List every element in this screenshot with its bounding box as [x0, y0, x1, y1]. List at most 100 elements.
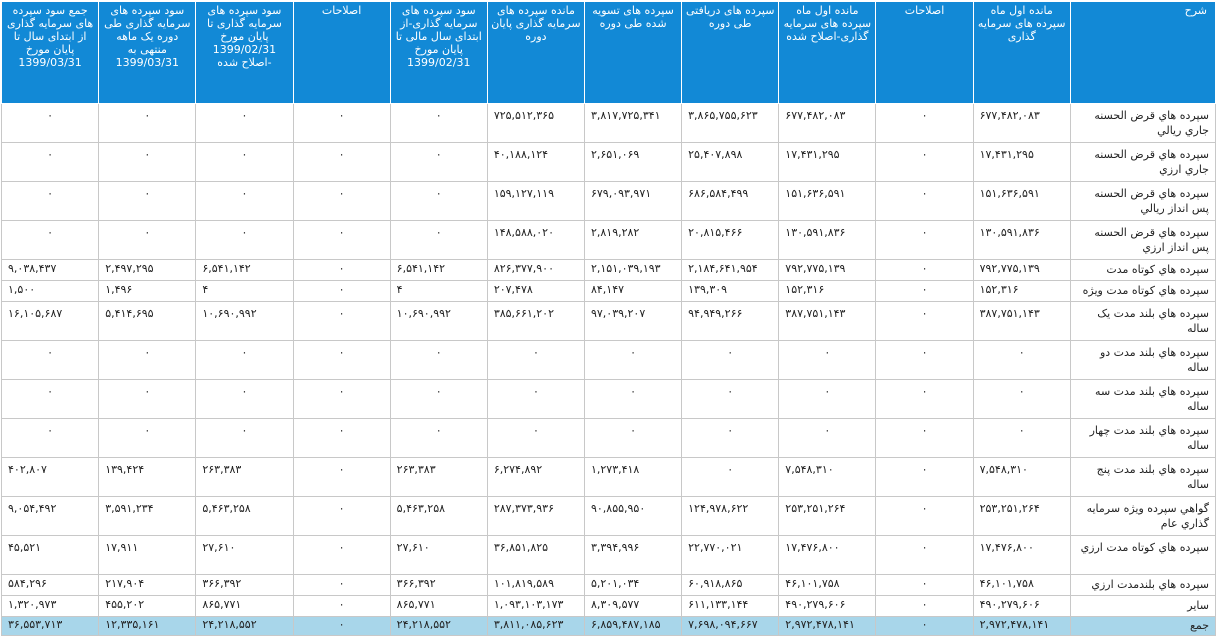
- table-cell: ۲۰۷,۴۷۸: [486, 280, 585, 302]
- table-cell: ۳۸۷,۷۵۱,۱۴۳: [778, 301, 877, 341]
- column-header: سپرده های تسویه شده طی دوره: [583, 1, 683, 104]
- table-cell: ۱۳۰,۵۹۱,۸۳۶: [778, 220, 877, 260]
- table-cell: ۰: [389, 220, 488, 260]
- row-description: سپرده هاي بلند مدت پنج ساله: [1069, 457, 1217, 497]
- table-cell: ۹,۰۳۸,۴۳۷: [0, 259, 100, 281]
- table-row: سپرده هاي قرض الحسنه جاري ارزي ۱۷,۴۳۱,۲۹۵…: [0, 142, 1217, 182]
- table-cell: ۰: [0, 379, 100, 419]
- table-cell: ۵,۴۱۴,۶۹۵: [98, 301, 197, 341]
- table-cell: ۰: [875, 535, 974, 575]
- table-cell: ۰: [778, 340, 877, 380]
- table-cell: ۰: [98, 418, 197, 458]
- table-cell: ۰: [292, 574, 391, 596]
- table-cell: ۲۷,۶۱۰: [389, 535, 488, 575]
- table-cell: ۰: [195, 142, 294, 182]
- table-cell: ۶,۵۴۱,۱۴۲: [195, 259, 294, 281]
- table-row: سپرده هاي قرض الحسنه پس انداز ريالي ۱۵۱,۶…: [0, 181, 1217, 221]
- table-cell: ۷,۶۹۸,۰۹۴,۶۶۷: [681, 616, 780, 636]
- table-cell: ۰: [98, 379, 197, 419]
- table-cell: ۳,۳۹۴,۹۹۶: [583, 535, 683, 575]
- table-cell: ۲۲,۷۷۰,۰۲۱: [681, 535, 780, 575]
- table-cell: ۰: [681, 340, 780, 380]
- table-cell: ۱۲,۳۳۵,۱۶۱: [98, 616, 197, 636]
- table-cell: ۰: [292, 616, 391, 636]
- table-cell: ۱۷,۴۷۶,۸۰۰: [778, 535, 877, 575]
- table-cell: ۸۶۵,۷۷۱: [389, 595, 488, 617]
- table-cell: ۰: [389, 379, 488, 419]
- table-cell: ۰: [681, 418, 780, 458]
- table-body: سپرده هاي قرض الحسنه جاري ريالي ۶۷۷,۴۸۲,۰…: [0, 103, 1217, 636]
- table-cell: ۰: [292, 103, 391, 143]
- table-cell: ۰: [292, 142, 391, 182]
- table-cell: ۱۴۸,۵۸۸,۰۲۰: [486, 220, 585, 260]
- column-header: اصلاحات: [292, 1, 391, 104]
- table-cell: ۰: [972, 418, 1071, 458]
- table-cell: ۰: [292, 301, 391, 341]
- table-cell: ۵,۴۶۳,۲۵۸: [389, 496, 488, 536]
- table-cell: ۰: [875, 379, 974, 419]
- table-cell: ۰: [389, 340, 488, 380]
- table-cell: ۷۲۵,۵۱۲,۳۶۵: [486, 103, 585, 143]
- table-cell: ۰: [292, 535, 391, 575]
- table-cell: ۰: [875, 142, 974, 182]
- table-cell: ۰: [875, 181, 974, 221]
- row-description: سپرده هاي قرض الحسنه پس انداز ارزي: [1069, 220, 1217, 260]
- column-header: سود سپرده های سرمایه گذاری طی دوره یک ما…: [98, 1, 197, 104]
- row-description: سپرده هاي كوتاه مدت: [1069, 259, 1217, 281]
- table-cell: ۳۶,۵۵۳,۷۱۳: [0, 616, 100, 636]
- table-cell: ۲۵,۴۰۷,۸۹۸: [681, 142, 780, 182]
- table-row: سپرده هاي بلند مدت دو ساله ۰ ۰ ۰ ۰ ۰ ۰ ۰ ۰ ۰ ۰ ۰: [0, 340, 1217, 380]
- table-cell: ۶۷۹,۰۹۳,۹۷۱: [583, 181, 683, 221]
- table-cell: ۲۵۳,۲۵۱,۲۶۴: [778, 496, 877, 536]
- table-cell: ۰: [875, 280, 974, 302]
- row-description: سپرده هاي بلند مدت چهار ساله: [1069, 418, 1217, 458]
- table-cell: ۰: [292, 379, 391, 419]
- table-cell: ۰: [972, 340, 1071, 380]
- table-cell: ۲,۸۱۹,۲۸۲: [583, 220, 683, 260]
- table-cell: ۰: [292, 340, 391, 380]
- table-cell: ۶۷۷,۴۸۲,۰۸۳: [972, 103, 1071, 143]
- table-cell: ۵۸۴,۲۹۶: [0, 574, 100, 596]
- table-cell: ۰: [778, 379, 877, 419]
- table-cell: ۹۴,۹۴۹,۲۶۶: [681, 301, 780, 341]
- table-cell: ۰: [389, 103, 488, 143]
- column-header: مانده سپرده های سرمایه گذاری پایان دوره: [486, 1, 585, 104]
- table-row: گواهي سپرده ويژه سرمايه گذاري عام ۲۵۳,۲۵۱…: [0, 496, 1217, 536]
- table-cell: ۳,۸۶۵,۷۵۵,۶۲۳: [681, 103, 780, 143]
- table-cell: ۰: [875, 616, 974, 636]
- table-cell: ۱۵۱,۶۳۶,۵۹۱: [778, 181, 877, 221]
- table-cell: ۶,۵۴۱,۱۴۲: [389, 259, 488, 281]
- table-cell: ۲۰,۸۱۵,۴۶۶: [681, 220, 780, 260]
- row-description: سپرده هاي بلند مدت يک ساله: [1069, 301, 1217, 341]
- table-cell: ۰: [875, 340, 974, 380]
- table-cell: ۴۵۵,۲۰۲: [98, 595, 197, 617]
- table-cell: ۴۰۲,۸۰۷: [0, 457, 100, 497]
- row-description: سپرده هاي قرض الحسنه جاري ريالي: [1069, 103, 1217, 143]
- table-cell: ۰: [0, 340, 100, 380]
- table-row: سپرده هاي بلندمدت ارزي ۴۶,۱۰۱,۷۵۸ ۰ ۴۶,۱۰۱,…: [0, 574, 1217, 596]
- table-cell: ۴۶,۱۰۱,۷۵۸: [972, 574, 1071, 596]
- table-cell: ۰: [292, 418, 391, 458]
- table-cell: ۴۵,۵۲۱: [0, 535, 100, 575]
- table-cell: ۰: [389, 418, 488, 458]
- table-cell: ۳,۵۹۱,۲۳۴: [98, 496, 197, 536]
- table-cell: ۴: [389, 280, 488, 302]
- table-cell: ۴۹۰,۲۷۹,۶۰۶: [972, 595, 1071, 617]
- table-row: سپرده هاي کوتاه مدت ارزي ۱۷,۴۷۶,۸۰۰ ۰ ۱۷,۴۷…: [0, 535, 1217, 575]
- table-row: سپرده هاي كوتاه مدت ۷۹۲,۷۷۵,۱۳۹ ۰ ۷۹۲,۷۷۵,۱…: [0, 259, 1217, 281]
- table-cell: ۰: [681, 379, 780, 419]
- table-cell: ۲,۱۵۱,۰۳۹,۱۹۳: [583, 259, 683, 281]
- table-cell: ۲,۴۹۷,۲۹۵: [98, 259, 197, 281]
- table-cell: ۴۶,۱۰۱,۷۵۸: [778, 574, 877, 596]
- table-cell: ۲۴,۲۱۸,۵۵۲: [389, 616, 488, 636]
- table-cell: ۰: [681, 457, 780, 497]
- table-cell: ۰: [0, 220, 100, 260]
- column-header: اصلاحات: [875, 1, 974, 104]
- row-description: جمع: [1069, 616, 1217, 636]
- table-cell: ۰: [0, 103, 100, 143]
- table-cell: ۰: [875, 418, 974, 458]
- table-cell: ۱,۵۰۰: [0, 280, 100, 302]
- table-cell: ۰: [875, 259, 974, 281]
- table-cell: ۰: [875, 457, 974, 497]
- row-description: سپرده هاي كوتاه مدت ويژه: [1069, 280, 1217, 302]
